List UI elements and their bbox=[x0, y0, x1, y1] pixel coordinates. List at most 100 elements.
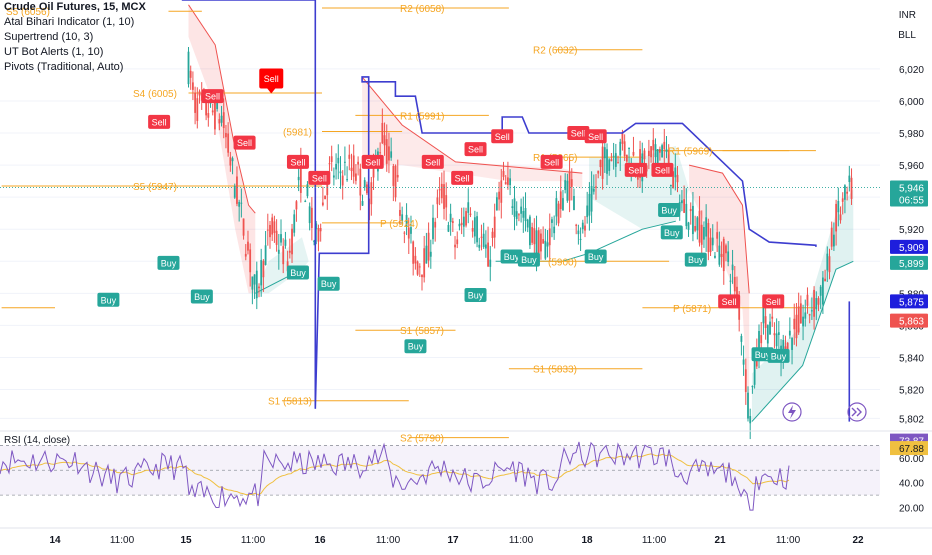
buy-signal: Buy bbox=[584, 249, 607, 264]
candle-body bbox=[359, 168, 362, 196]
indicator-ut-bot[interactable]: UT Bot Alerts (1, 10) bbox=[4, 46, 104, 58]
candle-body bbox=[824, 278, 826, 282]
candle-body bbox=[766, 325, 769, 344]
candle-body bbox=[280, 234, 282, 243]
sell-signal: Sell bbox=[148, 114, 171, 129]
candle-body bbox=[844, 185, 846, 200]
candle-body bbox=[227, 133, 230, 153]
bearish-zone bbox=[689, 165, 750, 422]
pivot-label: S1 (5833) bbox=[533, 365, 577, 376]
sell-signal: Sell bbox=[286, 154, 309, 169]
candle-body bbox=[282, 246, 285, 265]
candle-body bbox=[469, 213, 472, 216]
candle-body bbox=[392, 165, 395, 186]
candle-body bbox=[608, 159, 611, 171]
indicator-pivots[interactable]: Pivots (Traditional, Auto) bbox=[4, 61, 124, 73]
candle-body bbox=[346, 179, 348, 181]
time-tick-label: 14 bbox=[49, 535, 61, 546]
candle-body bbox=[667, 150, 670, 169]
candle-body bbox=[271, 217, 274, 235]
candle-body bbox=[407, 227, 410, 239]
candle-body bbox=[225, 133, 227, 138]
candle-body bbox=[339, 171, 342, 174]
candle-body bbox=[502, 170, 505, 177]
indicator-atal-bihari[interactable]: Atal Bihari Indicator (1, 10) bbox=[4, 16, 135, 28]
candle-body bbox=[222, 112, 225, 129]
buy-signal: Buy bbox=[157, 255, 180, 270]
candle-body bbox=[628, 147, 630, 150]
signal-badge bbox=[259, 68, 284, 89]
candle-body bbox=[718, 245, 721, 265]
candle-body bbox=[509, 178, 512, 186]
candle-body bbox=[817, 298, 820, 305]
signal-badge bbox=[517, 252, 540, 267]
signal-badge bbox=[464, 287, 487, 302]
candle-body bbox=[612, 155, 615, 157]
candle-body bbox=[291, 228, 293, 255]
candle-body bbox=[363, 180, 366, 188]
time-tick-label: 11:00 bbox=[776, 535, 801, 546]
candle-body bbox=[465, 211, 467, 226]
candle-body bbox=[198, 91, 201, 96]
candle-body bbox=[288, 250, 291, 253]
candle-body bbox=[658, 149, 661, 153]
candle-body bbox=[742, 359, 745, 365]
pivot-label: P (5924) bbox=[380, 219, 418, 230]
price-badge-bg bbox=[890, 239, 928, 254]
signal-badge bbox=[451, 170, 474, 185]
buy-signal: Buy bbox=[517, 252, 540, 267]
candle-body bbox=[443, 184, 445, 209]
signal-badge bbox=[540, 154, 563, 169]
pivot-label: P (5871) bbox=[673, 304, 711, 315]
rsi-tick-label: 60.00 bbox=[899, 454, 924, 465]
candle-body bbox=[546, 242, 549, 247]
price-badge: 5,899 bbox=[890, 255, 928, 270]
candle-body bbox=[606, 149, 608, 174]
price-badge-value: 5,946 bbox=[899, 184, 924, 195]
candle-body bbox=[711, 237, 714, 246]
candle-body bbox=[456, 239, 459, 245]
indicator-supertrend[interactable]: Supertrend (10, 3) bbox=[4, 31, 94, 43]
candle-body bbox=[445, 195, 448, 208]
candle-body bbox=[233, 186, 236, 198]
candle-body bbox=[747, 392, 749, 419]
currency-label[interactable]: INR bbox=[898, 10, 916, 21]
rsi-title[interactable]: RSI (14, close) bbox=[4, 435, 70, 446]
candle-body bbox=[449, 213, 452, 223]
candle-body bbox=[493, 216, 496, 238]
candle-body bbox=[511, 206, 514, 208]
candle-body bbox=[804, 312, 807, 319]
candle-body bbox=[819, 286, 822, 296]
candle-body bbox=[266, 229, 269, 231]
signal-label: Buy bbox=[588, 252, 604, 262]
scroll-to-latest-icon[interactable] bbox=[847, 402, 867, 422]
candle-body bbox=[733, 276, 736, 292]
candle-body bbox=[207, 113, 210, 118]
candle-body bbox=[663, 141, 666, 150]
candle-body bbox=[218, 119, 221, 124]
time-tick-label: 11:00 bbox=[376, 535, 401, 546]
sell-signal: Sell bbox=[567, 126, 590, 141]
lightning-icon[interactable] bbox=[782, 402, 802, 422]
candle-body bbox=[416, 261, 419, 275]
signal-badge bbox=[317, 276, 340, 291]
candle-body bbox=[335, 163, 337, 170]
signal-label: Sell bbox=[628, 165, 643, 175]
sell-signal: Sell bbox=[259, 68, 284, 94]
signal-badge bbox=[286, 154, 309, 169]
unit-label[interactable]: BLL bbox=[898, 30, 916, 41]
candle-body bbox=[410, 227, 412, 234]
candle-body bbox=[573, 195, 575, 211]
signal-label: Sell bbox=[365, 157, 380, 167]
candle-body bbox=[806, 294, 809, 306]
candle-body bbox=[564, 180, 567, 190]
candle-body bbox=[575, 224, 578, 226]
candle-body bbox=[581, 222, 584, 230]
candle-body bbox=[833, 234, 835, 247]
symbol-title[interactable]: Crude Oil Futures, 15, MCX bbox=[4, 1, 146, 13]
candle-body bbox=[515, 211, 518, 219]
candle-body bbox=[370, 182, 373, 205]
candle-body bbox=[438, 189, 441, 191]
